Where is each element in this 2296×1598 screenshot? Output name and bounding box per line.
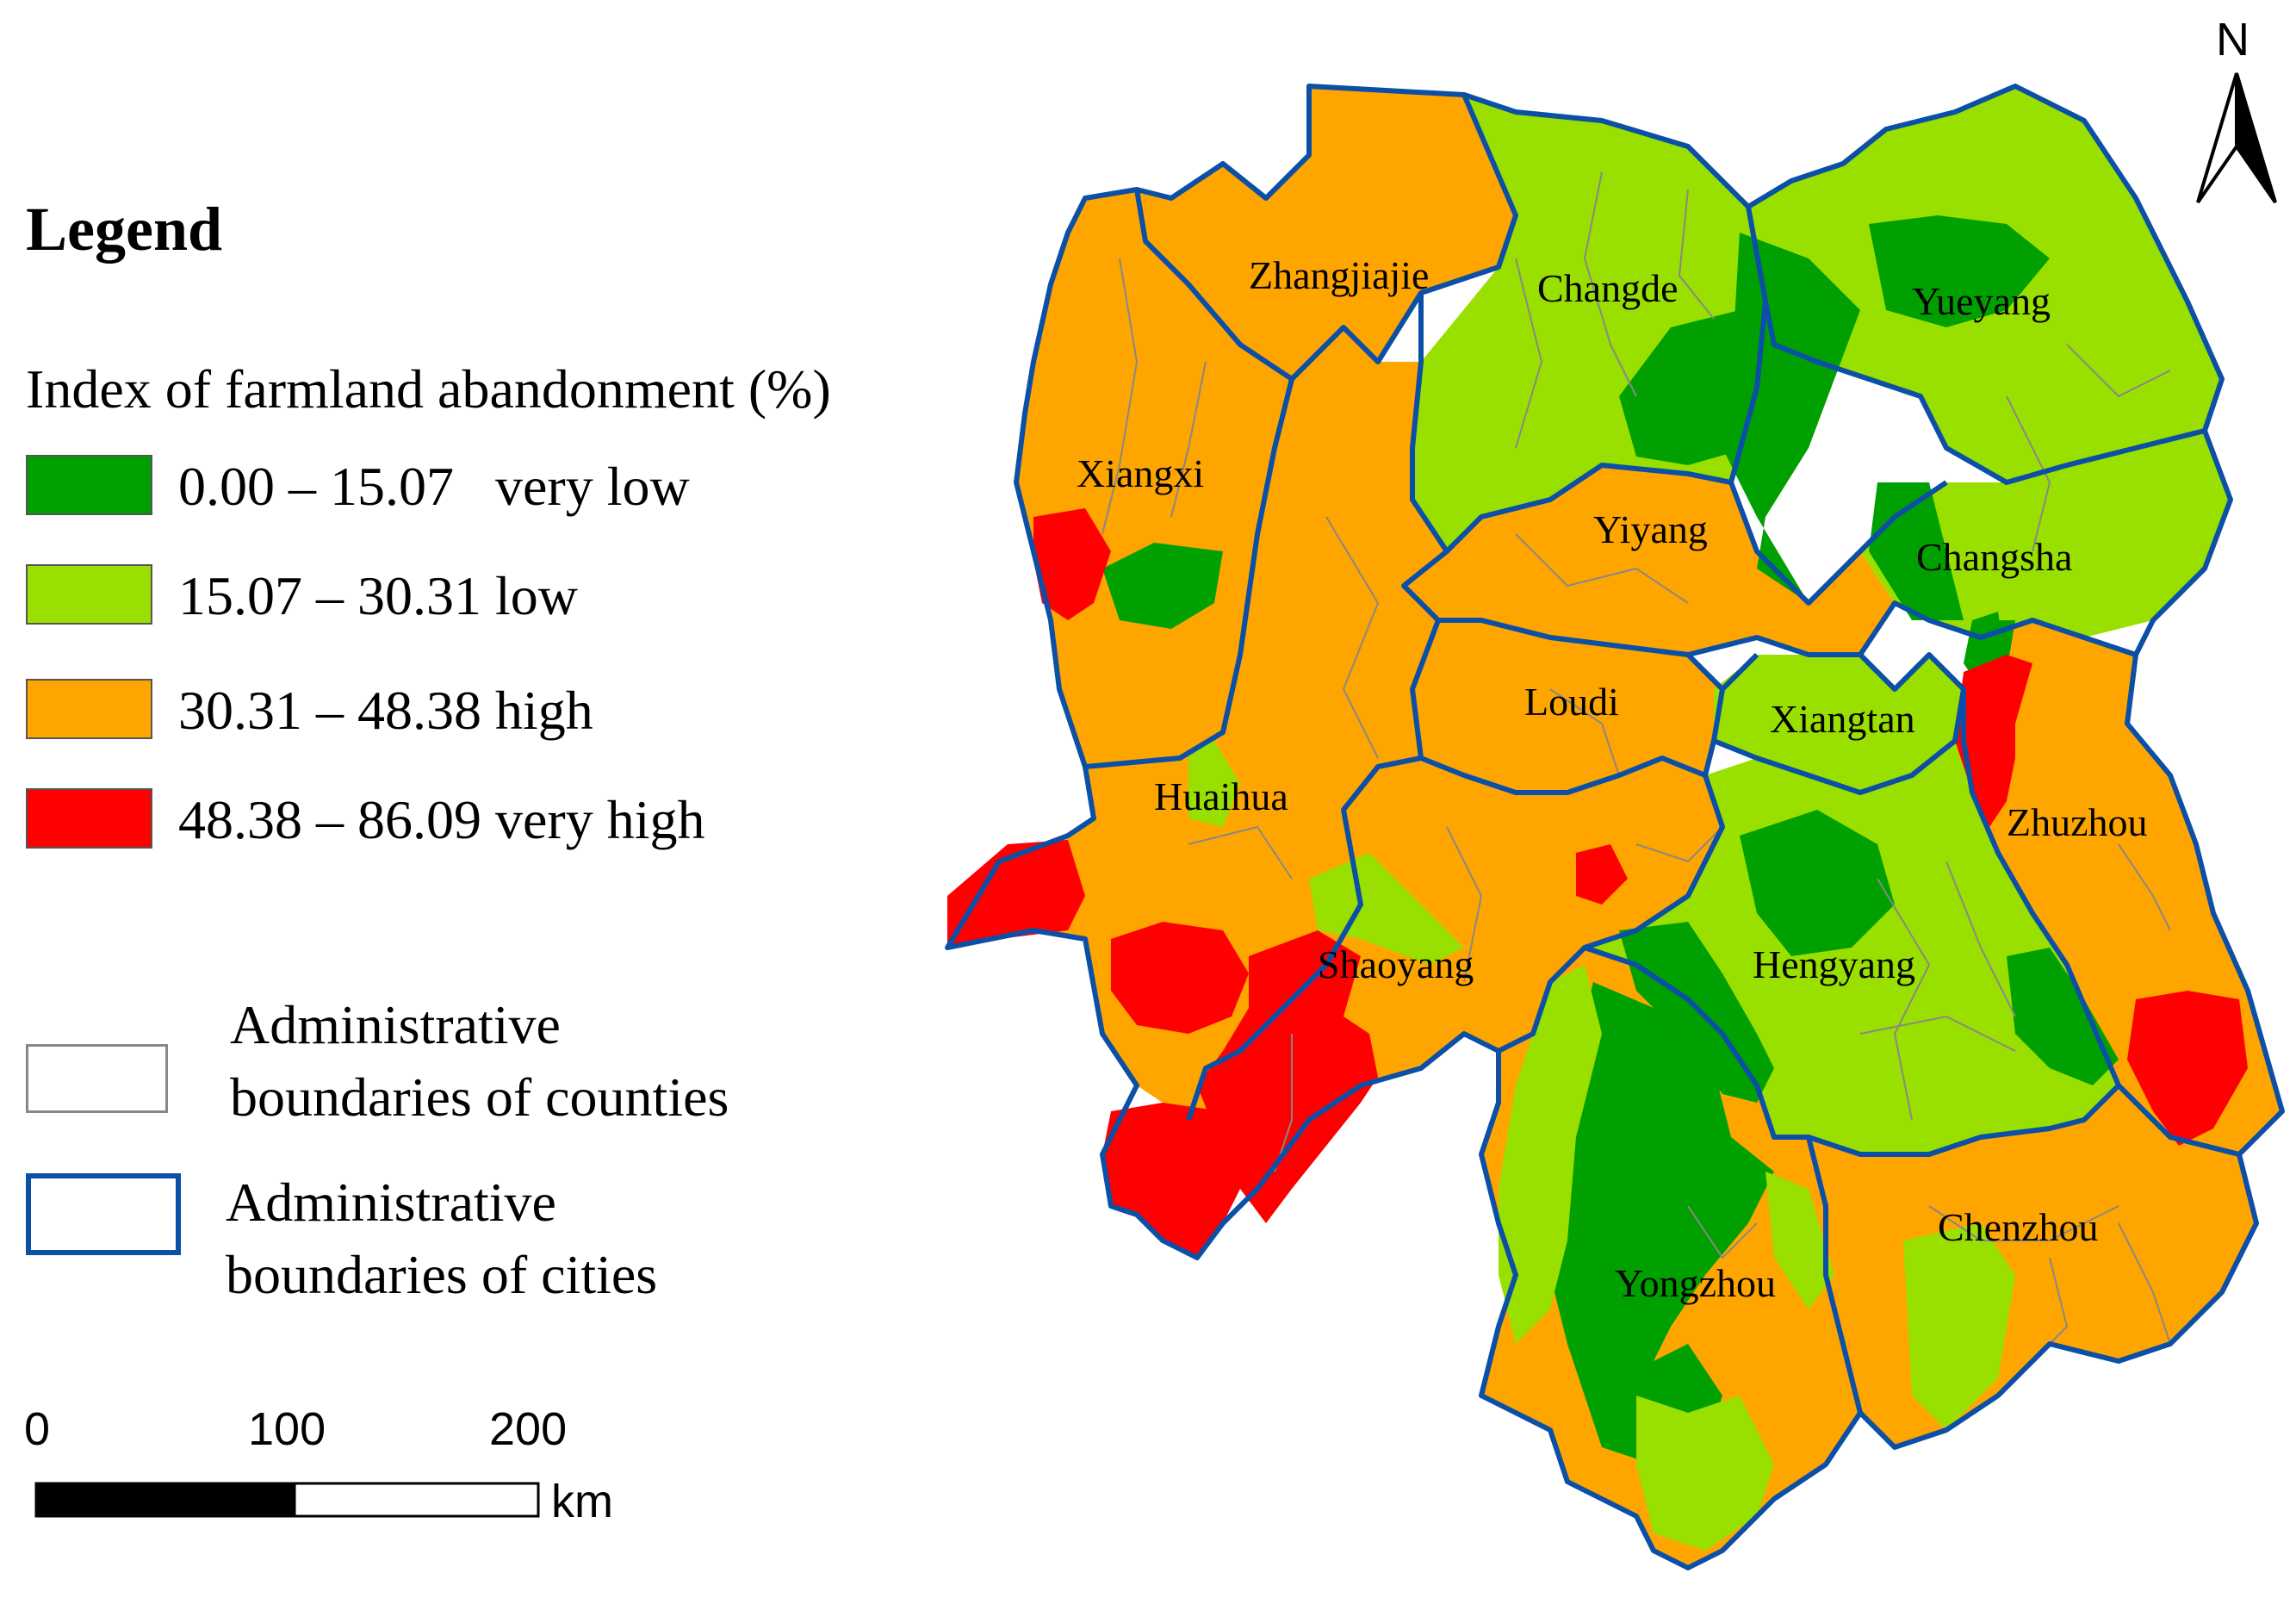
city-label-yongzhou: Yongzhou xyxy=(1615,1261,1776,1305)
patch-very-low[interactable] xyxy=(1740,810,1895,956)
patch-very-high[interactable] xyxy=(1102,1103,1249,1258)
city-label-xiangxi: Xiangxi xyxy=(1077,451,1204,495)
region-xiangxi[interactable] xyxy=(1016,190,1292,767)
patch-low[interactable] xyxy=(1903,1223,2015,1430)
city-label-xiangtan: Xiangtan xyxy=(1770,697,1915,741)
region-yiyang[interactable] xyxy=(1404,465,1895,655)
patch-very-low[interactable] xyxy=(1869,215,2050,327)
legend-city-boundary-swatch xyxy=(26,1173,181,1255)
patch-very-high[interactable] xyxy=(1033,508,1111,620)
scale-tick-0: 0 xyxy=(24,1403,51,1455)
city-label-yueyang: Yueyang xyxy=(1912,279,2051,323)
county-boundaries xyxy=(1101,171,2171,1345)
north-label: N xyxy=(2216,14,2249,65)
city-labels: Zhangjiajie Changde Yueyang Xiangxi Yiya… xyxy=(1077,253,2148,1305)
region-zhangjiajie[interactable] xyxy=(1137,86,1516,379)
legend-subtitle: Index of farmland abandonment (%) xyxy=(26,358,831,420)
legend-swatch-low xyxy=(26,564,152,625)
patch-very-high[interactable] xyxy=(1111,922,1249,1034)
scale-bar-icon xyxy=(34,1482,540,1518)
city-label-zhuzhou: Zhuzhou xyxy=(2007,800,2148,844)
patch-very-low[interactable] xyxy=(1102,543,1223,629)
city-label-changde: Changde xyxy=(1537,266,1679,310)
patch-low[interactable] xyxy=(1765,1172,1834,1309)
patch-very-high[interactable] xyxy=(1197,930,1378,1223)
patch-very-high[interactable] xyxy=(2127,991,2248,1146)
patch-very-low[interactable] xyxy=(1550,982,1774,1396)
scale-tick-100: 100 xyxy=(248,1403,326,1455)
city-label-yiyang: Yiyang xyxy=(1593,507,1708,551)
patch-very-high[interactable] xyxy=(947,840,1085,948)
legend-county-boundary-label: Administrative boundaries of counties xyxy=(230,989,729,1134)
city-label-huaihua: Huaihua xyxy=(1154,774,1288,818)
legend-county-boundary-swatch xyxy=(26,1044,168,1113)
patch-very-high[interactable] xyxy=(1576,844,1628,905)
patch-very-high[interactable] xyxy=(1955,655,2032,827)
legend-label-very-high: 48.38 – 86.09 very high xyxy=(178,789,705,850)
legend-label-very-low: 0.00 – 15.07 very low xyxy=(178,456,690,517)
patch-very-low[interactable] xyxy=(2007,948,2119,1085)
legend-title: Legend xyxy=(26,195,223,264)
patch-low[interactable] xyxy=(1309,853,1464,965)
city-label-changsha: Changsha xyxy=(1916,535,2072,579)
patch-very-low[interactable] xyxy=(1722,233,1860,603)
patch-low[interactable] xyxy=(1636,1396,1774,1551)
region-xiangtan[interactable] xyxy=(1714,655,1964,793)
legend-city-boundary-label: Administrative boundaries of cities xyxy=(226,1166,657,1311)
legend-county-line1: Administrative xyxy=(230,994,561,1055)
legend-swatch-very-low xyxy=(26,455,152,515)
city-label-zhangjiajie: Zhangjiajie xyxy=(1249,253,1429,297)
north-arrow-icon xyxy=(2196,72,2277,204)
patch-low[interactable] xyxy=(1188,741,1240,827)
patch-low[interactable] xyxy=(1499,965,1602,1344)
scale-unit: km xyxy=(551,1476,613,1527)
legend-label-high: 30.31 – 48.38 high xyxy=(178,680,593,741)
city-label-shaoyang: Shaoyang xyxy=(1318,942,1474,986)
legend-label-low: 15.07 – 30.31 low xyxy=(178,565,578,626)
region-loudi[interactable] xyxy=(1412,620,1722,793)
city-label-chenzhou: Chenzhou xyxy=(1938,1205,2099,1249)
legend-county-line2: boundaries of counties xyxy=(230,1066,729,1128)
legend-swatch-very-high xyxy=(26,788,152,849)
city-label-loudi: Loudi xyxy=(1524,680,1619,724)
city-boundaries xyxy=(945,84,2285,1570)
legend-city-line2: boundaries of cities xyxy=(226,1244,658,1305)
legend-city-line1: Administrative xyxy=(226,1172,556,1233)
legend-swatch-high xyxy=(26,679,152,739)
scale-tick-200: 200 xyxy=(489,1403,568,1455)
city-label-hengyang: Hengyang xyxy=(1753,942,1915,986)
